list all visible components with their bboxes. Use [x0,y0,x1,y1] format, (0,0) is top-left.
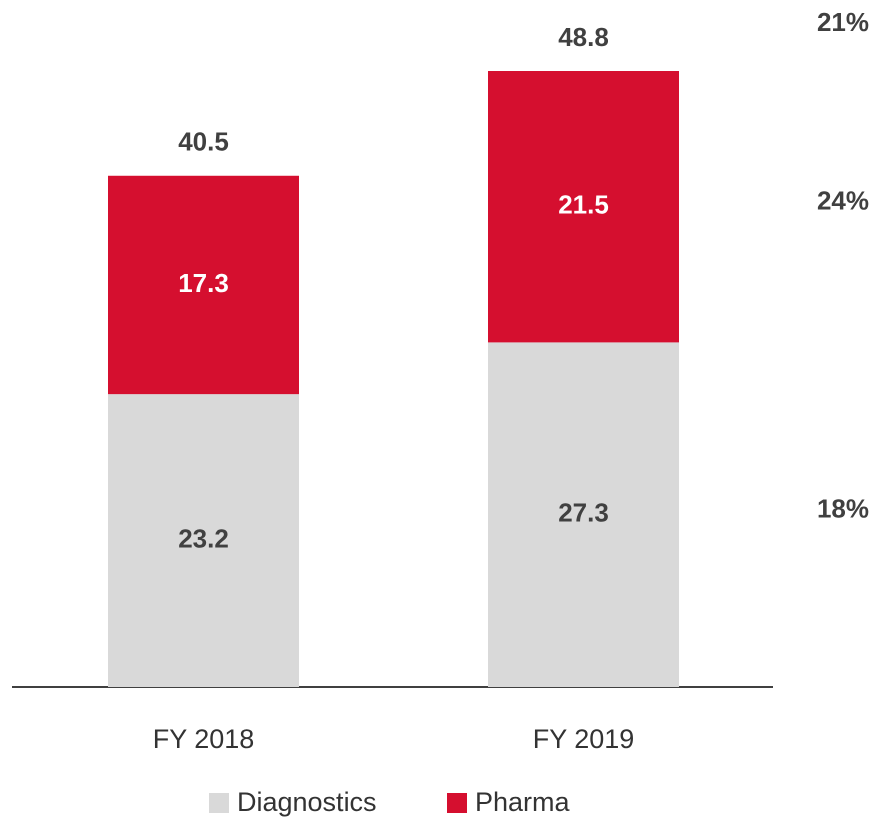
growth-label: 18% [817,494,869,524]
x-tick-label: FY 2018 [153,724,255,754]
growth-label: 24% [817,186,869,216]
value-label: 27.3 [558,498,609,528]
bar-segment [488,71,679,343]
legend-swatch [209,793,229,813]
x-tick-label: FY 2019 [533,724,635,754]
total-growth: 21% [817,7,869,37]
value-label: 23.2 [178,523,229,553]
legend-label: Diagnostics [237,787,377,817]
value-label: 17.3 [178,268,229,298]
value-label: 21.5 [558,190,609,220]
bar-segment [108,175,299,395]
legend-swatch [447,793,467,813]
bar-segment [488,342,679,687]
legend-label: Pharma [475,787,571,817]
total-label: 48.8 [558,22,609,52]
total-label: 40.5 [178,127,229,157]
bar-segment [108,394,299,687]
